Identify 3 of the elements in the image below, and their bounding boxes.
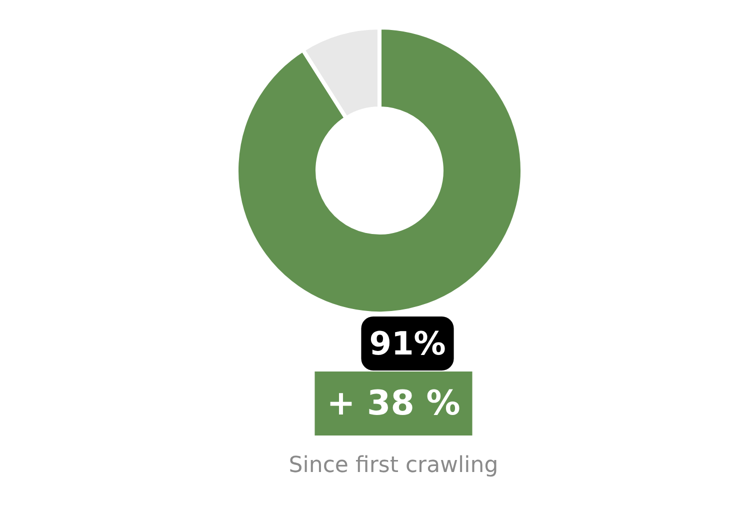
text: Since first crawling	[288, 453, 498, 478]
text: + 38 %	[326, 384, 460, 424]
data-label: 91%	[369, 324, 446, 362]
